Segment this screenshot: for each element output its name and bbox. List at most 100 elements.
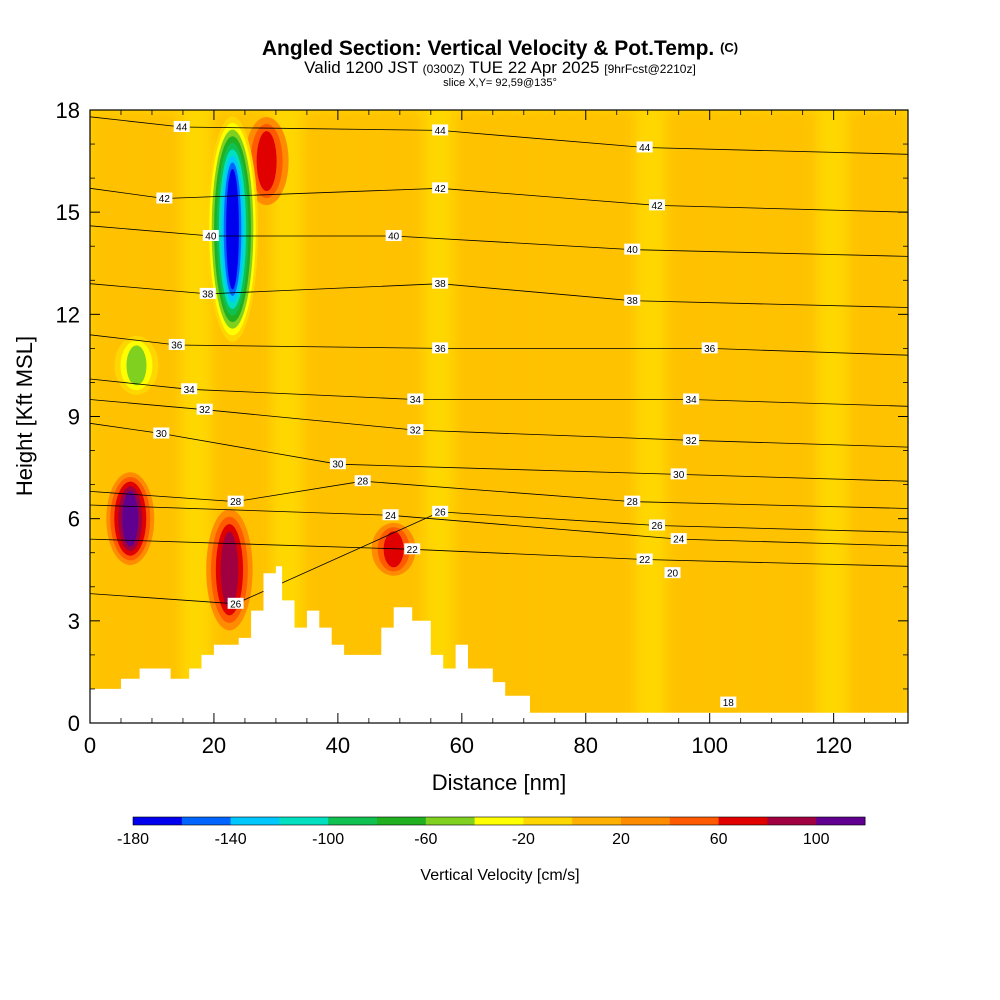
velocity-band [150,110,182,723]
theta-contour-label: 32 [683,434,700,447]
velocity-band [483,110,516,723]
contour-label-box [329,458,346,470]
colorbar-swatch [816,817,866,825]
colorbar-swatch [328,817,378,825]
theta-contour-label: 20 [664,567,681,580]
theta-contour-label: 42 [649,199,666,212]
contour-label-text: 44 [176,123,188,134]
contour-label-box [683,434,700,446]
contour-label-text: 26 [435,507,447,518]
contour-label-box [670,533,687,545]
contour-label-text: 24 [385,511,397,522]
colorbar-swatch [133,817,183,825]
velocity-band [453,110,485,723]
contour-label-box [432,277,449,289]
theta-contour-label: 26 [227,597,244,610]
contour-label-text: 40 [627,245,639,256]
velocity-band [574,110,607,723]
contour-label-text: 42 [651,201,663,212]
theta-contour-label: 28 [227,495,244,508]
theta-contour-label: 42 [156,192,173,205]
velocity-band [514,110,546,723]
theta-contour-label: 44 [173,121,190,134]
contour-label-box [407,393,424,405]
contour-label-box [624,495,641,507]
velocity-band [786,110,819,723]
contour-label-box [196,403,213,415]
contour-label-text: 26 [651,521,663,532]
velocity-cell [383,531,404,568]
theta-contour-label: 38 [624,294,641,307]
contour-label-text: 42 [159,194,171,205]
y-tick-label: 18 [56,98,80,123]
velocity-band [847,110,879,723]
theta-contour-label: 44 [432,124,449,137]
contour-label-text: 20 [667,569,679,580]
y-tick-label: 9 [68,405,80,430]
colorbar-tick-label: -20 [512,831,535,848]
velocity-band [362,110,394,723]
theta-contour-label: 28 [354,475,371,488]
contour-label-text: 44 [435,126,447,137]
contour-label-box [181,383,198,395]
contour-label-box [636,141,653,153]
contour-label-box [404,543,421,555]
velocity-band [120,110,152,723]
contour-label-box [664,567,681,579]
colorbar-tick-label: 100 [803,831,830,848]
contour-label-box [432,182,449,194]
theta-contour-label: 30 [153,427,170,440]
colorbar-tick-label: -180 [117,831,149,848]
velocity-cell [226,169,239,290]
colorbar-swatch [767,817,817,825]
theta-contour-label: 32 [407,424,424,437]
contour-label-box [199,287,216,299]
contour-label-box [701,342,718,354]
x-tick-label: 60 [450,733,474,758]
contour-label-box [202,230,219,242]
velocity-band [544,110,576,723]
chart-title: Angled Section: Vertical Velocity & Pot.… [261,37,739,60]
velocity-band [605,110,637,723]
contour-label-box [720,696,737,708]
x-tick-label: 40 [326,733,350,758]
theta-contour-label: 34 [683,393,700,406]
contour-label-text: 38 [202,289,214,300]
x-tick-label: 20 [202,733,226,758]
contour-label-box [407,424,424,436]
slice-label: slice X,Y= 92,59@135° [443,77,557,89]
contour-label-text: 44 [639,143,651,154]
contour-label-box [683,393,700,405]
theta-contour-label: 26 [432,505,449,518]
terrain [90,566,908,723]
contour-label-text: 32 [686,436,698,447]
contour-label-box [173,121,190,133]
contour-label-text: 36 [435,344,447,355]
contour-label-box [354,475,371,487]
contour-label-box [168,338,185,350]
contour-label-box [636,553,653,565]
colorbar: -180 -140 -100 -60 -20 20 60 100 [117,816,866,848]
contour-label-text: 38 [435,279,447,290]
y-tick-label: 15 [56,200,80,225]
contour-label-box [156,192,173,204]
colorbar-tick-label: 20 [612,831,630,848]
colorbar-swatch [230,817,280,825]
theta-contour-label: 40 [385,230,402,243]
chart-subtitle: Valid 1200 JST (0300Z) TUE 22 Apr 2025 [… [0,58,1000,79]
contour-label-text: 40 [205,232,217,243]
theta-contour-label: 44 [636,141,653,154]
theta-contour-label: 32 [196,403,213,416]
contour-label-text: 34 [410,395,422,406]
theta-contour-label: 22 [636,553,653,566]
contour-label-text: 22 [639,555,651,566]
theta-contour-label: 38 [199,287,216,300]
contour-label-box [432,124,449,136]
contour-label-text: 40 [388,232,400,243]
velocity-band [695,110,728,723]
contour-label-box [432,505,449,517]
contour-label-box [624,294,641,306]
